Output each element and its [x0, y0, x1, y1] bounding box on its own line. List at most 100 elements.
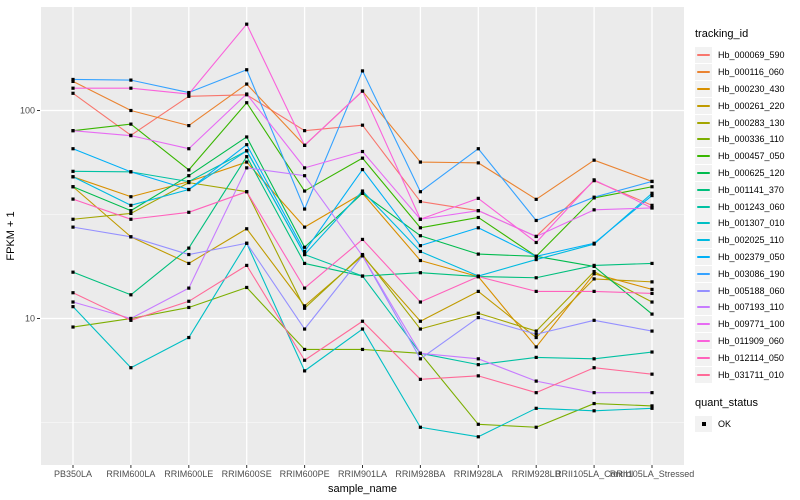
- point-marker: [71, 185, 75, 189]
- legend-key-icon: [695, 64, 712, 81]
- point-marker: [534, 218, 538, 223]
- legend-item: Hb_011909_060: [695, 332, 800, 350]
- point-marker: [592, 391, 596, 395]
- point-marker: [187, 168, 191, 172]
- point-marker: [187, 335, 191, 340]
- point-marker: [360, 149, 365, 154]
- point-marker: [129, 211, 133, 216]
- point-marker: [245, 135, 249, 139]
- legend-key-line-icon: [697, 373, 710, 376]
- point-marker: [592, 366, 596, 370]
- legend-item: Hb_000069_590: [695, 47, 800, 64]
- point-marker: [303, 347, 307, 352]
- point-marker: [534, 345, 538, 349]
- point-marker: [129, 209, 133, 213]
- point-marker: [129, 78, 133, 82]
- point-marker: [650, 391, 654, 395]
- point-marker: [303, 143, 307, 147]
- point-marker: [245, 190, 249, 194]
- legend-key-icon: [695, 366, 712, 383]
- point-marker: [245, 285, 249, 290]
- point-marker: [650, 406, 654, 410]
- legend-item: Hb_003086_190: [695, 265, 800, 282]
- point-marker: [303, 225, 307, 229]
- x-tick-label: RRIM600LA: [106, 469, 155, 479]
- point-marker: [418, 351, 422, 355]
- point-marker: [245, 160, 249, 164]
- point-marker: [245, 92, 249, 96]
- point-marker: [476, 161, 480, 165]
- point-marker: [71, 217, 75, 221]
- legend-title-tracking-id: tracking_id: [695, 28, 749, 40]
- point-marker: [303, 327, 307, 331]
- point-marker: [71, 291, 75, 295]
- point-marker: [592, 272, 596, 276]
- legend-key-line-icon: [697, 54, 710, 57]
- point-marker: [592, 318, 596, 322]
- point-marker: [303, 174, 307, 178]
- point-marker: [360, 237, 365, 242]
- point-marker: [129, 195, 133, 199]
- point-marker: [534, 425, 538, 429]
- point-marker: [360, 156, 365, 160]
- point-marker: [650, 372, 654, 376]
- point-marker: [476, 435, 480, 439]
- point-marker: [129, 316, 133, 321]
- legend-key-icon: [695, 232, 712, 249]
- point-marker: [303, 369, 307, 373]
- point-marker: [418, 160, 422, 164]
- legend-key-line-icon: [697, 104, 710, 107]
- point-marker: [418, 357, 422, 361]
- point-marker: [71, 197, 75, 201]
- point-marker: [245, 68, 249, 72]
- point-marker: [476, 316, 480, 320]
- legend-key-line-icon: [697, 356, 710, 359]
- legend-item-label: Hb_000069_590: [718, 50, 785, 61]
- point-marker: [650, 191, 654, 195]
- point-marker: [534, 197, 538, 201]
- point-marker: [303, 252, 307, 257]
- legend-item-label: Hb_007193_110: [718, 302, 784, 313]
- quant-key-icon: [695, 416, 712, 433]
- legend-item: Hb_007193_110: [695, 299, 800, 316]
- legend-key-line-icon: [697, 255, 710, 258]
- legend-key-icon: [695, 215, 712, 232]
- legend-key-line-icon: [697, 87, 710, 90]
- legend-key-line-icon: [697, 138, 710, 141]
- legend-item-label: Hb_000283_130: [718, 117, 785, 128]
- legend-key-icon: [695, 80, 712, 97]
- point-marker: [303, 129, 307, 133]
- point-marker: [476, 289, 480, 293]
- point-marker: [476, 209, 480, 213]
- point-marker: [476, 357, 480, 361]
- legend-key-icon: [695, 282, 712, 299]
- square-marker-icon: [701, 422, 706, 427]
- point-marker: [245, 101, 249, 105]
- point-marker: [129, 293, 133, 297]
- point-marker: [360, 254, 365, 258]
- point-marker: [592, 195, 596, 199]
- point-marker: [245, 241, 249, 245]
- legend-item-label: Hb_000261_220: [718, 100, 785, 111]
- x-tick-label: RRIM928LA: [454, 469, 503, 479]
- point-marker: [71, 305, 75, 309]
- point-marker: [534, 379, 538, 383]
- point-marker: [418, 327, 422, 331]
- point-marker: [418, 234, 422, 238]
- quant-item-label: OK: [718, 419, 732, 430]
- point-marker: [418, 217, 422, 221]
- point-marker: [245, 143, 249, 147]
- point-marker: [418, 425, 422, 429]
- legend-key-line-icon: [697, 155, 710, 158]
- point-marker: [71, 77, 75, 82]
- x-tick-label: RRIM901LA: [338, 469, 387, 479]
- legend-items-quant-status: OK: [695, 416, 800, 433]
- point-marker: [71, 270, 75, 274]
- point-marker: [71, 225, 75, 229]
- point-marker: [360, 274, 365, 278]
- point-marker: [650, 280, 654, 284]
- legend-item: Hb_000457_050: [695, 148, 800, 165]
- x-tick-label: PB350LA: [54, 469, 92, 479]
- point-marker: [650, 291, 654, 296]
- point-marker: [187, 187, 191, 192]
